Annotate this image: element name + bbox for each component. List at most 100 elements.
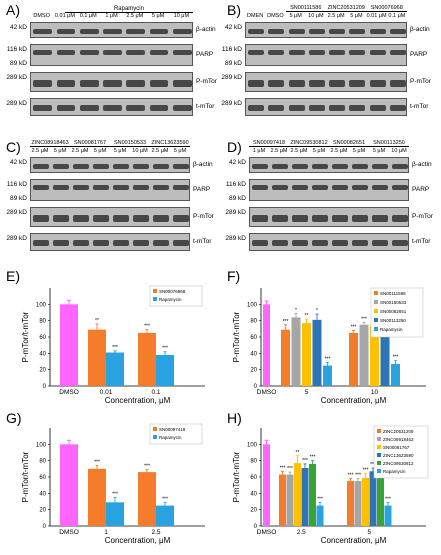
panel-d: D) SN00097418 ZINC09530812 SN00082651 SN001… [221, 135, 441, 260]
y-tick-label: 60 [250, 335, 257, 341]
protein-band [103, 50, 122, 55]
protein-band [113, 185, 129, 190]
y-tick-label: 80 [39, 319, 46, 325]
protein-band [79, 80, 99, 87]
legend-swatch [153, 435, 157, 439]
significance-label: *** [112, 491, 118, 497]
x-tick-label: 2.5 [151, 529, 160, 536]
y-tick-label: 0 [254, 384, 258, 390]
legend-swatch [153, 427, 157, 431]
protein-band [369, 28, 386, 34]
significance-label: ** [95, 318, 99, 324]
protein-band [33, 105, 52, 112]
protein-name-label: PARP [412, 186, 430, 193]
protein-band [248, 105, 265, 112]
blot-strip [249, 233, 409, 251]
protein-band [93, 240, 109, 247]
protein-band [272, 240, 288, 247]
protein-band [332, 185, 348, 190]
treatment-label: Rapamycin [64, 6, 193, 13]
panel-label: B) [227, 2, 241, 18]
y-tick-label: 100 [247, 302, 258, 308]
bar [347, 481, 354, 526]
protein-band [312, 215, 328, 222]
y-tick-label: 60 [39, 475, 46, 481]
protein-band [369, 80, 386, 87]
legend-swatch [377, 445, 381, 449]
y-tick-label: 0 [254, 524, 258, 530]
lane-label: 2.5 μM [31, 148, 49, 154]
legend-label: Rapamycin [159, 297, 182, 302]
protein-band [56, 80, 76, 87]
lane-label: 2.5 μM [290, 148, 308, 154]
protein-name-label: t-mTor [193, 238, 212, 245]
panel-f: F) 0 20 40 60 80 100 P-mTor/t-mTor Concentratio… [221, 268, 441, 408]
protein-band [73, 163, 89, 169]
protein-band [308, 105, 325, 112]
molecular-weight-label: 289 kD [225, 235, 246, 242]
lane-label: 2.5 μM [327, 13, 345, 19]
protein-band [79, 105, 99, 112]
lane-label: 5 μM [53, 148, 67, 154]
y-tick-label: 40 [250, 491, 257, 497]
significance-label: *** [317, 496, 323, 502]
blot-strip [30, 157, 190, 173]
bar-dmso [60, 444, 78, 526]
blot-strip [30, 98, 193, 116]
significance-label: *** [363, 468, 369, 474]
protein-band [352, 185, 368, 190]
protein-band [126, 50, 146, 55]
protein-band [292, 215, 308, 222]
protein-band [389, 80, 406, 87]
panel-label: A) [6, 2, 20, 18]
significance-label: *** [348, 473, 354, 479]
blot-strip [245, 72, 407, 92]
blot-strip [30, 44, 193, 66]
legend-label: SN00081767 [383, 445, 410, 450]
significance-label: *** [144, 464, 150, 470]
molecular-weight-label: 89 kD [225, 60, 242, 67]
protein-band [56, 28, 76, 34]
legend-swatch [374, 318, 378, 322]
bar [312, 319, 322, 386]
significance-label: *** [162, 496, 168, 502]
panel-h: H) 0 20 40 60 80 100 P-mTor/t-mTor Concentratio… [221, 408, 441, 550]
molecular-weight-label: 289 kD [6, 235, 27, 242]
bar-chart-f: 0 20 40 60 80 100 P-mTor/t-mTor Concentration, … [232, 287, 426, 405]
protein-name-label: P-mTor [412, 213, 433, 220]
x-tick-label: DMSO [257, 529, 277, 536]
protein-band [272, 163, 288, 169]
protein-name-label: t-mTor [412, 238, 431, 245]
protein-band [103, 28, 122, 34]
protein-band [173, 50, 192, 55]
protein-band [248, 80, 265, 87]
protein-band [79, 50, 99, 55]
lane-label: DMSO [33, 13, 50, 19]
legend-label: ZINC09530812 [383, 461, 414, 466]
bar [301, 468, 309, 526]
protein-band [268, 50, 285, 55]
protein-band [332, 163, 348, 169]
compound-label: SN00113250 [369, 140, 409, 147]
protein-band [312, 163, 328, 169]
panel-label: D) [227, 139, 242, 155]
significance-label: ** [296, 450, 300, 456]
significance-label: *** [361, 316, 367, 322]
lane-label: 10 μM [132, 148, 148, 154]
lane-label: 0.01 μM [366, 13, 387, 19]
bar-dmso [263, 304, 270, 386]
lane-label: 0.1 μM [79, 13, 97, 19]
panel-c: C) ZINC08918463 SN00081767 SN00150533 ZINC1… [0, 135, 220, 260]
protein-band [308, 28, 325, 34]
protein-band [288, 28, 305, 34]
protein-band [93, 163, 109, 169]
protein-band [308, 80, 325, 87]
protein-band [53, 163, 69, 169]
bar [309, 463, 316, 526]
bar [377, 468, 384, 526]
protein-band [103, 80, 122, 87]
panel-label: H) [227, 410, 242, 426]
protein-band [33, 80, 52, 87]
protein-band [93, 185, 109, 190]
protein-band [349, 28, 366, 34]
